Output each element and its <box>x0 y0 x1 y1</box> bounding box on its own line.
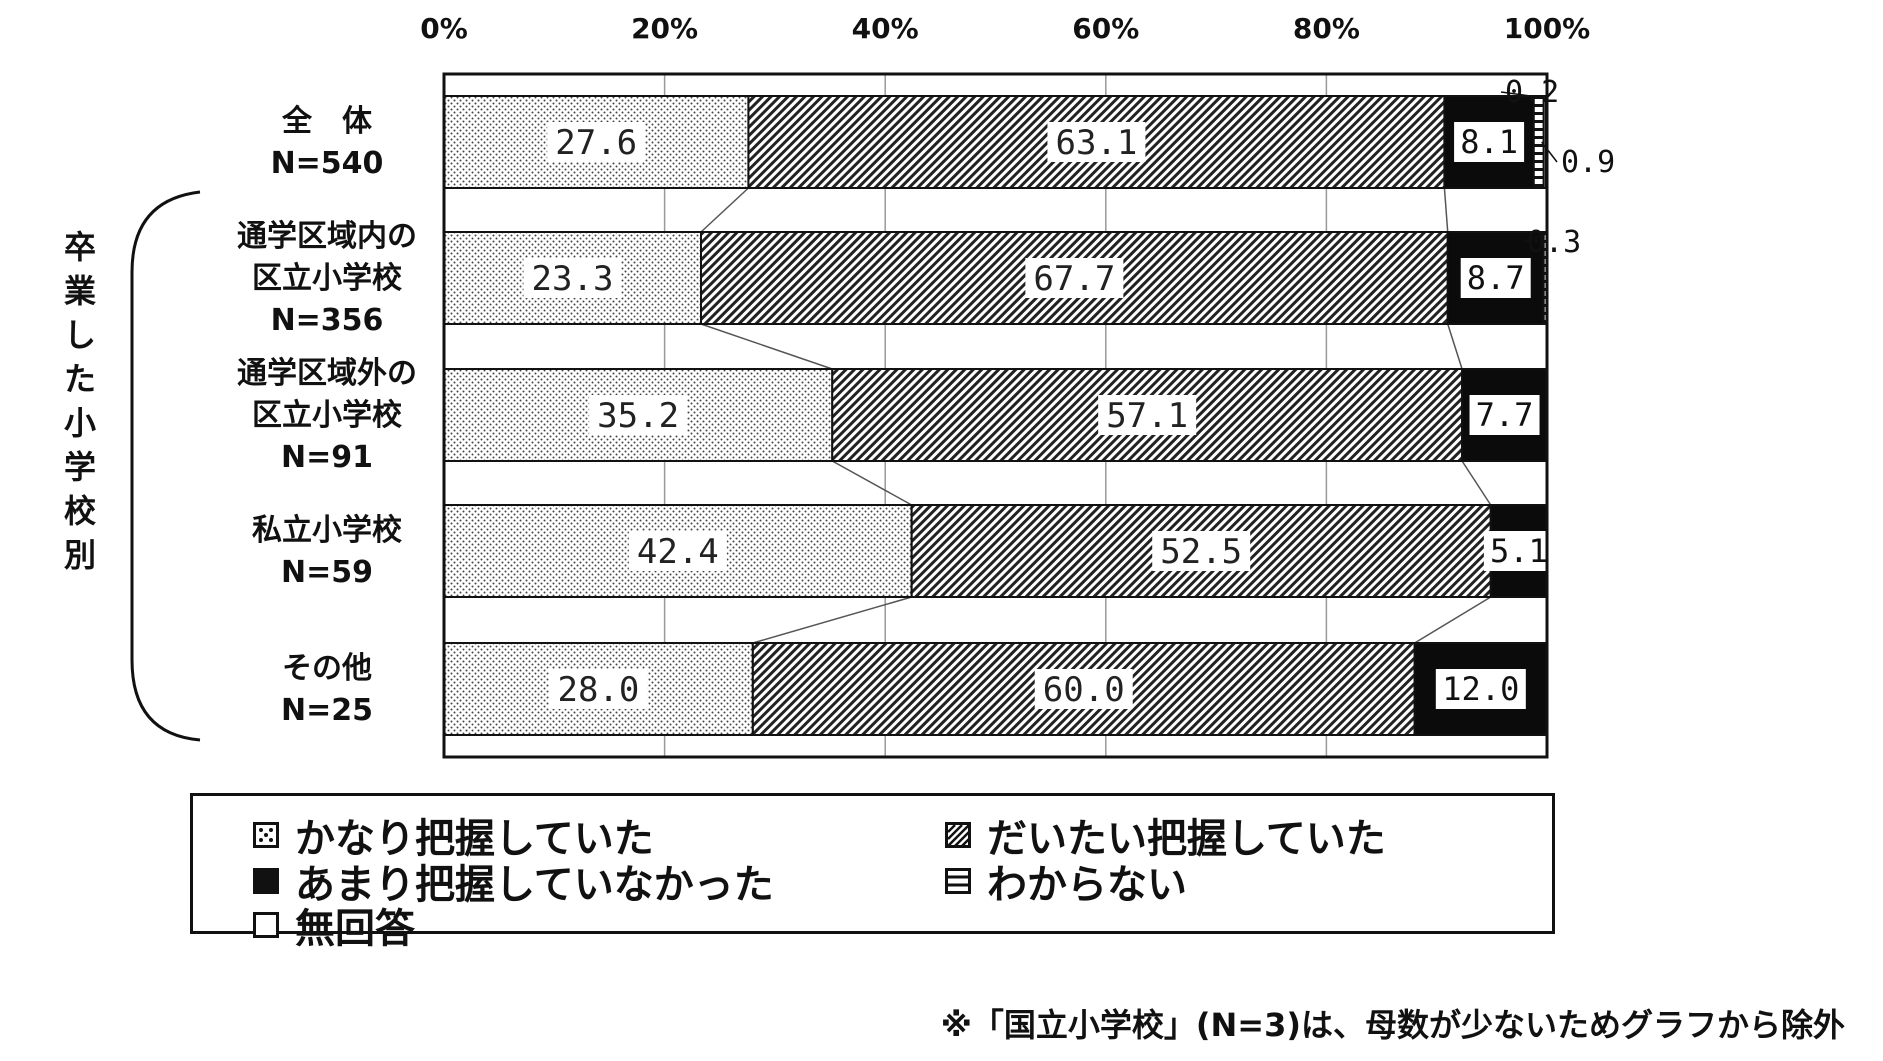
data-label: 7.7 <box>1476 396 1534 434</box>
data-label-bg <box>1034 669 1133 709</box>
side-data-label: 0.9 <box>1561 145 1615 180</box>
connector-line <box>831 460 913 506</box>
legend-item: かなり把握していた <box>253 806 654 864</box>
x-tick-label: 40% <box>852 12 919 45</box>
category-label: その他 <box>282 651 372 686</box>
x-tick-label: 20% <box>631 12 698 45</box>
data-label-bg <box>1469 395 1540 435</box>
side-data-label: 0.2 <box>1505 75 1559 110</box>
legend-item: だいたい把握していた <box>945 806 1386 864</box>
leader-line <box>1522 233 1547 243</box>
bars: 27.6 63.1 8.1 23.3 67.7 8.7 35.2 57.1 7.7 42.4 52.… <box>443 75 1615 736</box>
group-label: 卒業した小学校別 <box>64 228 96 574</box>
data-label-bg <box>589 395 688 435</box>
data-label: 52.5 <box>1160 532 1242 572</box>
x-tick-label: 60% <box>1072 12 1139 45</box>
data-label: 60.0 <box>1043 670 1125 710</box>
category-label: 通学区域内の <box>237 219 417 254</box>
x-tick-label: 0% <box>420 12 468 45</box>
data-label: 28.0 <box>557 670 639 710</box>
data-label-bg <box>1152 531 1251 571</box>
category-label: 区立小学校 <box>252 261 402 296</box>
legend-swatch-lines <box>945 868 971 894</box>
legend-swatch-hatch <box>945 822 971 848</box>
data-label: 8.1 <box>1460 123 1518 161</box>
connector-lines <box>700 187 1492 644</box>
data-label-bg <box>1047 122 1146 162</box>
data-label-bg <box>523 258 622 298</box>
data-label: 27.6 <box>555 123 637 163</box>
legend-item: わからない <box>945 852 1187 910</box>
group-brace-path <box>130 190 201 742</box>
plot-frame <box>442 72 1549 759</box>
category-label: N=356 <box>271 303 384 338</box>
data-label-bg <box>1435 669 1526 709</box>
category-label: N=59 <box>281 555 373 590</box>
footnote: ※「国立小学校」(N=3)は、母数が少ないためグラフから除外 <box>940 1006 1845 1044</box>
data-label-bg <box>1098 395 1197 435</box>
data-label: 35.2 <box>597 396 679 436</box>
legend-label: わからない <box>987 862 1187 908</box>
data-label: 8.7 <box>1467 259 1525 297</box>
legend-label: かなり把握していた <box>295 816 654 862</box>
legend-item: あまり把握していなかった <box>253 852 774 910</box>
data-label-bg <box>1460 258 1531 298</box>
data-label: 67.7 <box>1033 259 1115 299</box>
data-label-bg <box>1454 122 1525 162</box>
data-label: 23.3 <box>532 259 614 299</box>
connector-line <box>1414 596 1492 644</box>
data-label-bg <box>628 531 727 571</box>
data-label: 63.1 <box>1055 123 1137 163</box>
connector-line <box>700 187 749 233</box>
group-brace: 卒業した小学校別 <box>64 190 201 742</box>
x-tick-label: 100% <box>1504 12 1591 45</box>
legend-item: 無回答 <box>253 896 415 954</box>
category-label: N=25 <box>281 693 373 728</box>
category-label: 全 体 <box>281 104 373 139</box>
legend-swatch-empty <box>253 912 279 938</box>
legend-label: あまり把握していなかった <box>295 862 774 908</box>
data-label: 5.1 <box>1490 532 1548 570</box>
leader-line <box>1541 141 1558 163</box>
connector-line <box>1447 323 1463 370</box>
x-tick-labels: 0% 20% 40% 60% 80% 100% <box>420 12 1590 45</box>
side-data-label: 0.3 <box>1527 225 1581 260</box>
legend-label: だいたい把握していた <box>987 816 1386 862</box>
category-label: 私立小学校 <box>252 513 402 548</box>
leader-line <box>1500 91 1545 99</box>
category-label: N=91 <box>281 440 373 475</box>
x-tick-label: 80% <box>1293 12 1360 45</box>
legend-swatch-solid <box>253 868 279 894</box>
data-label: 42.4 <box>637 532 719 572</box>
legend: かなり把握していた だいたい把握していたあまり把握していなかった わからない無回答 <box>190 793 1555 952</box>
data-label-bg <box>547 122 646 162</box>
legend-swatch-dots <box>253 822 279 848</box>
connector-line <box>1461 460 1492 506</box>
category-label: N=540 <box>271 146 384 181</box>
connector-line <box>1443 187 1449 233</box>
legend-label: 無回答 <box>295 906 415 952</box>
category-label: 区立小学校 <box>252 398 402 433</box>
category-label: 通学区域外の <box>237 356 417 391</box>
data-label-bg <box>1483 531 1554 571</box>
data-label-bg <box>549 669 648 709</box>
data-label-bg <box>1025 258 1124 298</box>
connector-line <box>752 596 912 644</box>
data-label: 12.0 <box>1442 670 1519 708</box>
connector-line <box>700 323 833 370</box>
data-label: 57.1 <box>1106 396 1188 436</box>
